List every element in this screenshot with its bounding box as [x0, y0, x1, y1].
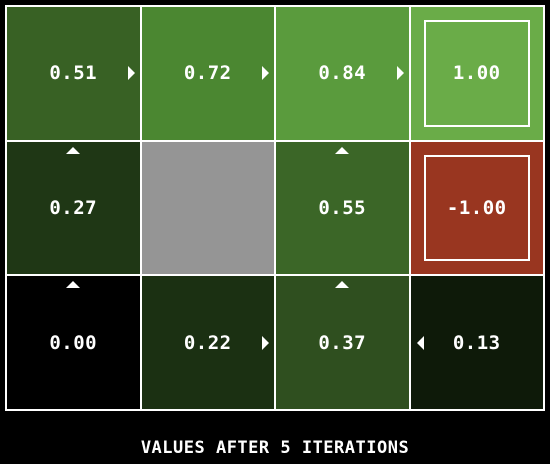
policy-arrow-left-icon	[416, 335, 424, 350]
state-cell: 0.27	[7, 141, 140, 275]
policy-arrow-right-icon	[262, 66, 269, 81]
state-cell: 0.37	[276, 276, 409, 409]
state-value: 0.22	[183, 331, 232, 354]
gridworld: 0.51 0.72 0.84 1.00 0.27 0.55 -1.00 0.00 0.22 0.3…	[5, 5, 545, 411]
state-value: 0.37	[318, 331, 367, 354]
state-cell: 0.55	[276, 141, 409, 275]
terminal-cell: 1.00	[410, 7, 543, 140]
policy-arrow-up-icon	[335, 146, 350, 154]
state-value: 0.84	[318, 62, 367, 85]
terminal-border	[423, 20, 530, 127]
state-value: 0.51	[49, 62, 98, 85]
terminal-cell: -1.00	[410, 141, 543, 275]
policy-arrow-up-icon	[335, 281, 350, 289]
wall-cell	[141, 141, 274, 275]
policy-arrow-up-icon	[66, 146, 81, 154]
policy-arrow-up-icon	[66, 281, 81, 289]
state-cell: 0.13	[410, 276, 543, 409]
policy-arrow-right-icon	[127, 66, 135, 81]
terminal-border	[423, 154, 530, 262]
state-value: 0.00	[49, 331, 98, 354]
state-value: 1.00	[452, 62, 501, 85]
state-cell: 0.00	[7, 276, 140, 409]
state-value: 0.27	[49, 196, 98, 219]
state-value: 0.72	[183, 62, 232, 85]
iteration-caption: VALUES AFTER 5 ITERATIONS	[140, 438, 410, 458]
state-cell: 0.51	[7, 7, 140, 140]
state-value: 0.13	[452, 331, 501, 354]
state-cell: 0.72	[141, 7, 274, 140]
state-cell: 0.84	[276, 7, 409, 140]
policy-arrow-right-icon	[262, 335, 269, 350]
state-cell: 0.22	[141, 276, 274, 409]
state-value: 0.55	[318, 196, 367, 219]
state-value: -1.00	[446, 196, 507, 219]
policy-arrow-right-icon	[396, 66, 404, 81]
